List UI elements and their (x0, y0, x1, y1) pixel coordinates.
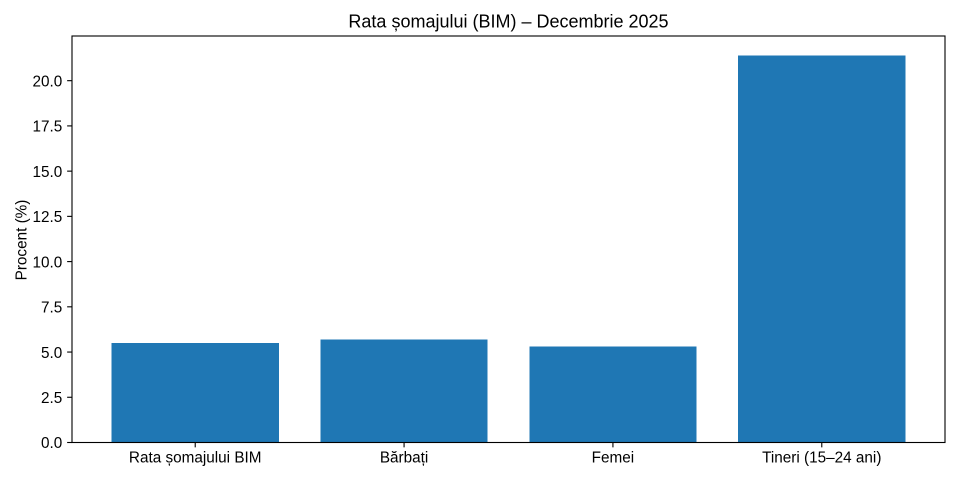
svg-text:Femei: Femei (592, 449, 635, 466)
svg-text:7.5: 7.5 (41, 300, 62, 317)
svg-text:2.5: 2.5 (41, 390, 62, 407)
svg-text:Bărbați: Bărbați (380, 449, 428, 466)
svg-text:10.0: 10.0 (33, 254, 63, 271)
svg-text:0.0: 0.0 (41, 435, 62, 452)
svg-text:12.5: 12.5 (33, 209, 63, 226)
svg-text:20.0: 20.0 (33, 73, 63, 90)
svg-text:Rata șomajului BIM: Rata șomajului BIM (129, 449, 262, 466)
svg-text:Tineri (15–24 ani): Tineri (15–24 ani) (762, 449, 881, 466)
svg-text:17.5: 17.5 (33, 119, 63, 136)
svg-text:15.0: 15.0 (33, 164, 63, 181)
svg-text:Rata șomajului (BIM) – Decembr: Rata șomajului (BIM) – Decembrie 2025 (348, 12, 668, 32)
svg-text:5.0: 5.0 (41, 345, 62, 362)
svg-text:Procent (%): Procent (%) (14, 200, 31, 281)
